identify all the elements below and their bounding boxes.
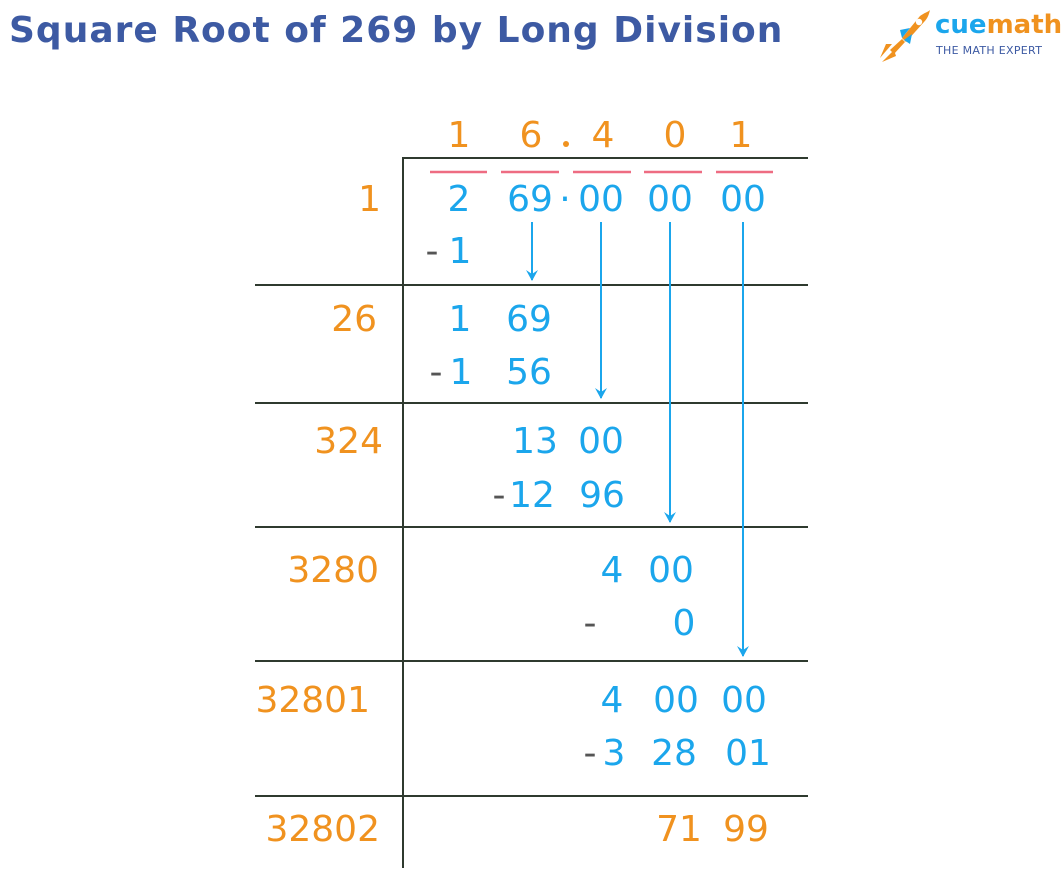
cuemath-logo: cuemath THE MATH EXPERT bbox=[870, 8, 1062, 64]
dividend-pair-3: 00 bbox=[578, 179, 624, 220]
step3-remainder-a: 13 bbox=[512, 421, 558, 462]
logo-tagline: THE MATH EXPERT bbox=[936, 44, 1043, 57]
dividend-pair-4: 00 bbox=[647, 179, 693, 220]
logo-wordmark: cuemath bbox=[935, 10, 1062, 40]
quotient-digit-3: 4 bbox=[591, 115, 615, 156]
page-title: Square Root of 269 by Long Division bbox=[9, 10, 784, 51]
step5-subtrahend-a: 3 bbox=[602, 733, 626, 774]
final-remainder-b: 99 bbox=[723, 809, 769, 850]
minus-sign: - bbox=[429, 352, 443, 393]
step3-subtrahend-b: 96 bbox=[579, 475, 625, 516]
dividend-pair-2: 69 bbox=[507, 179, 553, 220]
quotient-decimal-point bbox=[563, 141, 569, 147]
divisor-3: 324 bbox=[314, 421, 383, 462]
dividend-decimal-point: · bbox=[559, 179, 571, 220]
step5-remainder-c: 00 bbox=[721, 680, 767, 721]
rocket-icon bbox=[880, 10, 930, 62]
minus-sign: - bbox=[492, 475, 506, 516]
step4-remainder-a: 4 bbox=[600, 550, 624, 591]
minus-sign: - bbox=[425, 231, 439, 272]
dividend-pair-5: 00 bbox=[720, 179, 766, 220]
step2-subtrahend-b: 56 bbox=[506, 352, 552, 393]
quotient-digit-5: 1 bbox=[729, 115, 753, 156]
step2-subtrahend-a: 1 bbox=[449, 352, 473, 393]
logo-word-cue: cue bbox=[935, 10, 987, 40]
divisor-4: 3280 bbox=[287, 550, 379, 591]
step2-remainder-a: 1 bbox=[448, 299, 472, 340]
minus-sign: - bbox=[583, 603, 597, 644]
step1-subtrahend: 1 bbox=[448, 231, 472, 272]
quotient-digit-1: 1 bbox=[447, 115, 471, 156]
step5-subtrahend-b: 28 bbox=[651, 733, 697, 774]
divisor-2: 26 bbox=[331, 299, 377, 340]
step3-subtrahend-a: 12 bbox=[509, 475, 555, 516]
dividend-pair-1: 2 bbox=[447, 179, 471, 220]
minus-sign: - bbox=[583, 733, 597, 774]
quotient-digit-4: 0 bbox=[663, 115, 687, 156]
step2-remainder-b: 69 bbox=[506, 299, 552, 340]
divisor-6: 32802 bbox=[265, 809, 380, 850]
step4-subtrahend: 0 bbox=[672, 603, 696, 644]
step5-remainder-b: 00 bbox=[653, 680, 699, 721]
step4-remainder-b: 00 bbox=[648, 550, 694, 591]
step3-remainder-b: 00 bbox=[578, 421, 624, 462]
divisor-5: 32801 bbox=[255, 680, 370, 721]
final-remainder-a: 71 bbox=[656, 809, 702, 850]
step5-remainder-a: 4 bbox=[600, 680, 624, 721]
quotient-digit-2: 6 bbox=[519, 115, 543, 156]
divisor-1: 1 bbox=[358, 179, 381, 220]
step5-subtrahend-c: 01 bbox=[725, 733, 771, 774]
logo-word-math: math bbox=[986, 10, 1062, 40]
